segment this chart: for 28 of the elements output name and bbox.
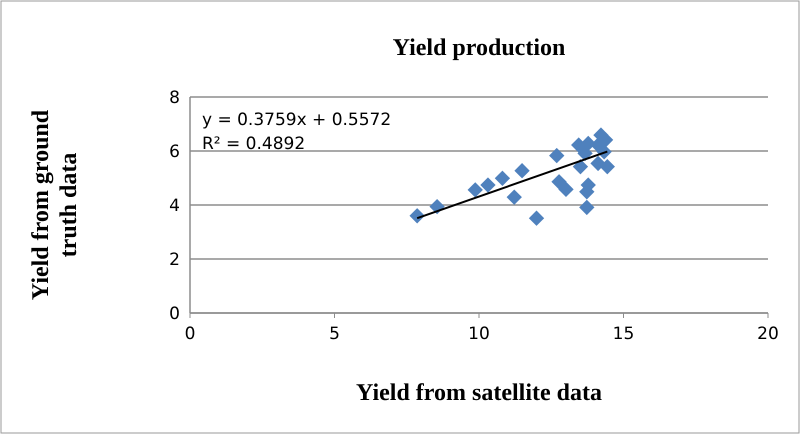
point — [549, 148, 564, 164]
annotation: y = 0.3759x + 0.5572 — [202, 110, 392, 130]
point — [494, 170, 510, 186]
y-tick-label: 0 — [169, 304, 180, 324]
x-tick-label: 15 — [612, 324, 634, 344]
point — [528, 210, 544, 226]
y-tick-label: 6 — [169, 142, 180, 162]
point — [577, 146, 593, 162]
annotation: R² = 0.4892 — [202, 134, 306, 154]
point — [480, 177, 496, 193]
point — [558, 182, 574, 198]
point — [572, 158, 588, 174]
x-tick-label: 20 — [757, 324, 779, 344]
point — [514, 163, 530, 178]
x-tick-label: 5 — [329, 324, 340, 344]
point — [468, 182, 483, 198]
y-tick-label: 2 — [169, 250, 180, 270]
x-axis-title: Yield from satellite data — [356, 380, 602, 406]
point — [590, 156, 606, 172]
y-tick-label: 8 — [169, 88, 180, 108]
chart-title: Yield production — [392, 35, 566, 61]
point — [551, 174, 567, 190]
y-tick-label: 4 — [169, 196, 180, 216]
point — [579, 200, 594, 216]
x-tick-label: 0 — [184, 324, 196, 344]
point — [506, 190, 522, 205]
x-tick-label: 10 — [468, 324, 490, 344]
y-axis-title: Yield from ground truth data — [28, 109, 82, 300]
